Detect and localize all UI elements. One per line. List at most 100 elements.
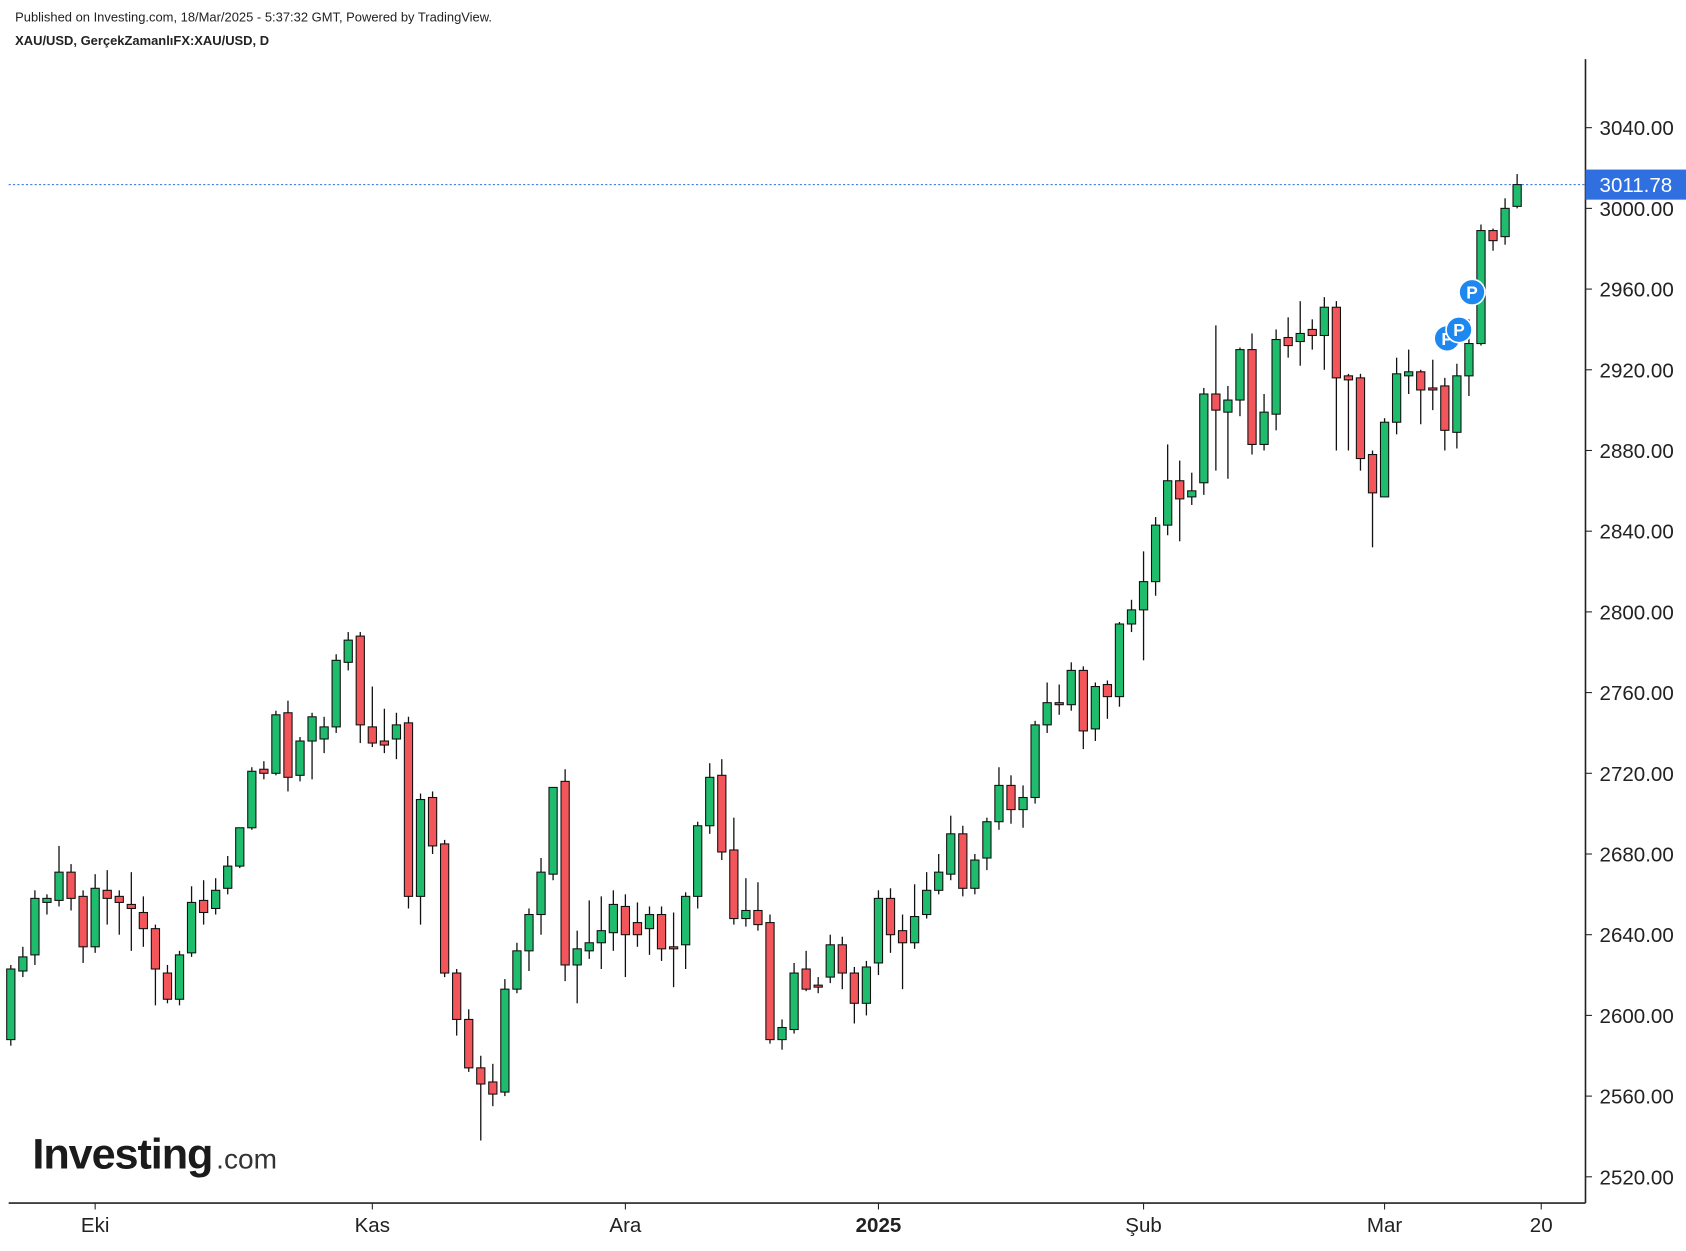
- candle-body: [186, 901, 197, 954]
- last-price-label: 3011.78: [1600, 174, 1673, 197]
- candle-body: [174, 954, 185, 1000]
- candle-body: [1090, 686, 1101, 730]
- y-tick-label: 2720.00: [1600, 763, 1674, 786]
- candle-body: [211, 889, 221, 910]
- candle-body: [777, 1026, 787, 1041]
- candle-body: [873, 897, 884, 964]
- candle-body: [934, 871, 944, 891]
- candle-body: [909, 916, 920, 944]
- candle-body: [596, 930, 606, 944]
- candle-body: [1428, 387, 1438, 391]
- candle-body: [536, 871, 546, 916]
- candle-body: [427, 796, 438, 847]
- candle-body: [1464, 343, 1474, 377]
- candle-body: [1343, 375, 1354, 381]
- candle-body: [1138, 581, 1149, 611]
- candle-body: [1187, 490, 1197, 498]
- candle-body: [150, 928, 161, 970]
- candle-body: [1512, 184, 1522, 207]
- candle-body: [476, 1067, 486, 1085]
- candle-body: [126, 903, 136, 910]
- candle-body: [1307, 328, 1317, 337]
- candle-body: [693, 825, 703, 897]
- candle-body: [343, 639, 353, 663]
- candle-body: [138, 911, 149, 930]
- candle-body: [1379, 421, 1390, 498]
- candle-body: [1355, 377, 1366, 460]
- x-tick-label: 20: [1530, 1214, 1553, 1237]
- candle-body: [765, 922, 775, 1041]
- candle-body: [18, 956, 28, 972]
- candle-body: [464, 1018, 474, 1069]
- candle-body: [102, 889, 112, 899]
- candle-body: [367, 726, 377, 744]
- candle-body: [1126, 609, 1137, 625]
- candle-body: [729, 849, 739, 920]
- candle-body: [958, 833, 968, 889]
- candle-body: [439, 843, 450, 974]
- x-tick-label: Şub: [1125, 1214, 1162, 1237]
- y-tick-label: 2880.00: [1600, 440, 1674, 463]
- y-tick-label: 2960.00: [1600, 279, 1674, 302]
- candle-body: [1283, 336, 1293, 347]
- y-tick-label: 2760.00: [1600, 682, 1674, 705]
- candle-body: [1006, 784, 1016, 811]
- candle-body: [1452, 375, 1462, 433]
- candle-body: [644, 913, 655, 930]
- x-tick-label: 2025: [856, 1214, 902, 1237]
- y-tick-label: 2560.00: [1600, 1086, 1674, 1109]
- candle-body: [813, 984, 823, 988]
- candle-body: [355, 635, 365, 726]
- y-tick-label: 3000.00: [1600, 198, 1674, 221]
- candle-body: [1163, 480, 1173, 526]
- candle-body: [1054, 702, 1064, 706]
- candle-body: [452, 972, 462, 1020]
- candle-body: [1175, 480, 1185, 500]
- candle-body: [946, 833, 956, 875]
- candle-body: [1018, 796, 1028, 811]
- candle-body: [54, 871, 64, 901]
- event-marker-label: P: [1466, 283, 1478, 303]
- candle-body: [717, 774, 727, 853]
- y-tick-label: 2800.00: [1600, 601, 1674, 624]
- candle-body: [705, 776, 715, 827]
- candle-body: [90, 887, 100, 948]
- candle-body: [524, 913, 534, 952]
- candle-body: [837, 944, 847, 974]
- candle-body: [1259, 411, 1269, 445]
- candle-body: [403, 722, 414, 897]
- candle-body: [1042, 702, 1052, 726]
- candle-body: [825, 944, 835, 978]
- candle-body: [801, 968, 811, 990]
- y-tick-label: 2680.00: [1600, 844, 1674, 867]
- y-tick-label: 3040.00: [1600, 117, 1674, 140]
- candle-body: [1500, 207, 1510, 238]
- candle-body: [789, 972, 799, 1031]
- y-tick-label: 2600.00: [1600, 1005, 1674, 1028]
- candle-body: [1295, 332, 1305, 343]
- x-tick-label: Kas: [355, 1214, 390, 1237]
- candle-body: [1247, 349, 1257, 445]
- candle-body: [391, 724, 402, 740]
- y-tick-label: 2920.00: [1600, 359, 1674, 382]
- candle-body: [223, 865, 233, 889]
- candle-body: [620, 905, 631, 936]
- candle-body: [994, 784, 1004, 823]
- candle-body: [488, 1081, 498, 1095]
- candle-body: [608, 903, 618, 934]
- candle-body: [741, 909, 751, 920]
- candle-body: [6, 968, 16, 1041]
- candle-body: [1211, 393, 1221, 411]
- candle-body: [271, 714, 281, 774]
- candle-body: [656, 913, 667, 950]
- candle-body: [584, 942, 594, 952]
- y-tick-label: 2640.00: [1600, 924, 1674, 947]
- candle-body: [1488, 230, 1498, 242]
- candle-body: [1331, 306, 1342, 379]
- candle-body: [1102, 683, 1113, 698]
- candle-body: [1319, 306, 1329, 337]
- logo-brand: Investing: [32, 1131, 212, 1179]
- candle-body: [1150, 524, 1161, 583]
- candle-body: [1235, 349, 1245, 401]
- candle-body: [1391, 373, 1402, 423]
